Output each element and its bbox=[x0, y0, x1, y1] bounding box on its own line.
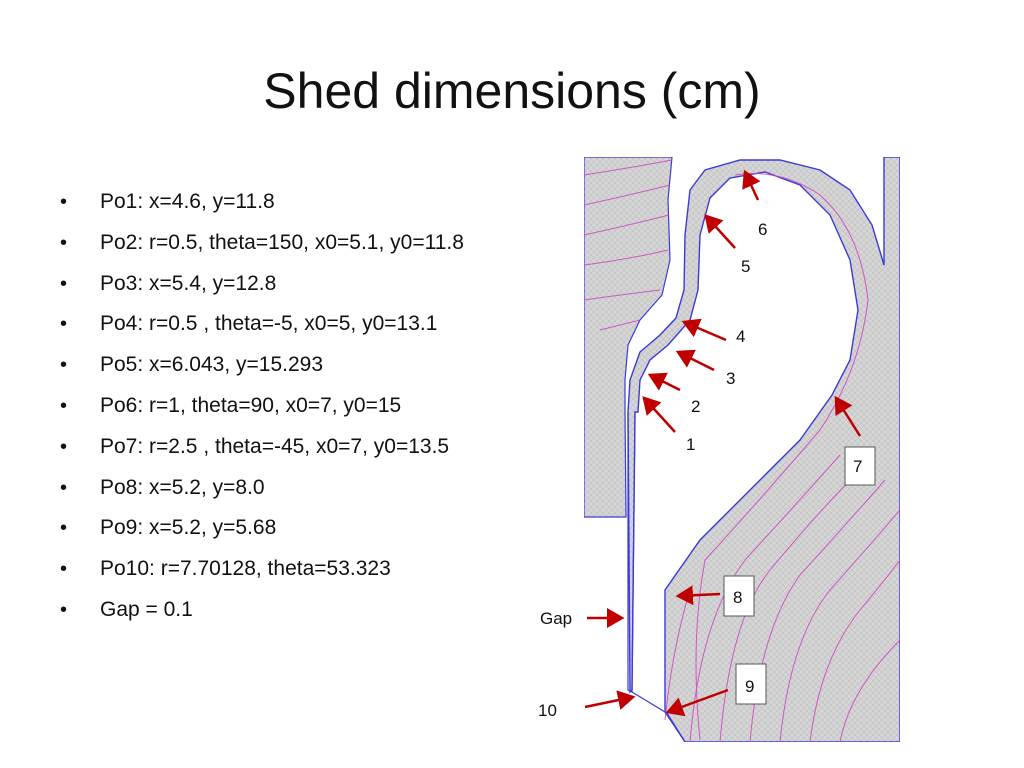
point-label-5: 5 bbox=[741, 257, 750, 276]
electrode-mesh bbox=[584, 157, 673, 518]
page-title: Shed dimensions (cm) bbox=[263, 63, 761, 119]
arrow-2 bbox=[647, 372, 681, 392]
list-item: Po6: r=1, theta=90, x0=7, y0=15 bbox=[60, 390, 464, 431]
point-label-1: 1 bbox=[686, 435, 695, 454]
arrow-4 bbox=[681, 318, 727, 342]
list-item: Po10: r=7.70128, theta=53.323 bbox=[60, 553, 464, 594]
label-box bbox=[735, 663, 767, 705]
point-label-4: 4 bbox=[736, 327, 745, 346]
gap-label: Gap bbox=[540, 609, 572, 628]
arrow-1 bbox=[642, 396, 676, 433]
list-item: Po7: r=2.5 , theta=-45, x0=7, y0=13.5 bbox=[60, 431, 464, 472]
dimension-list: Po1: x=4.6, y=11.8 Po2: r=0.5, theta=150… bbox=[60, 186, 464, 635]
arrow-6 bbox=[742, 169, 761, 201]
list-item: Po1: x=4.6, y=11.8 bbox=[60, 186, 464, 227]
arrow-5 bbox=[704, 214, 736, 249]
arrow-10 bbox=[584, 690, 636, 710]
arrow-8 bbox=[675, 585, 721, 606]
list-item: Po5: x=6.043, y=15.293 bbox=[60, 349, 464, 390]
list-item: Po4: r=0.5 , theta=-5, x0=5, y0=13.1 bbox=[60, 308, 464, 349]
label-box bbox=[844, 446, 876, 486]
point-label-10: 10 bbox=[538, 701, 557, 720]
list-item: Gap = 0.1 bbox=[60, 594, 464, 635]
label-box bbox=[723, 575, 755, 617]
indicator-arrows bbox=[584, 169, 862, 717]
point-label-9: 9 bbox=[745, 677, 754, 696]
list-item: Po9: x=5.2, y=5.68 bbox=[60, 512, 464, 553]
list-item: Po3: x=5.4, y=12.8 bbox=[60, 268, 464, 309]
list-item: Po2: r=0.5, theta=150, x0=5.1, y0=11.8 bbox=[60, 227, 464, 268]
arrow-9 bbox=[665, 688, 729, 717]
point-label-8: 8 bbox=[733, 588, 742, 607]
point-label-2: 2 bbox=[691, 397, 700, 416]
point-label-7: 7 bbox=[853, 457, 862, 476]
list-item: Po8: x=5.2, y=8.0 bbox=[60, 472, 464, 513]
arrow-3 bbox=[675, 349, 715, 372]
arrow-7 bbox=[834, 395, 862, 437]
point-label-3: 3 bbox=[726, 369, 735, 388]
point-label-6: 6 bbox=[758, 220, 767, 239]
